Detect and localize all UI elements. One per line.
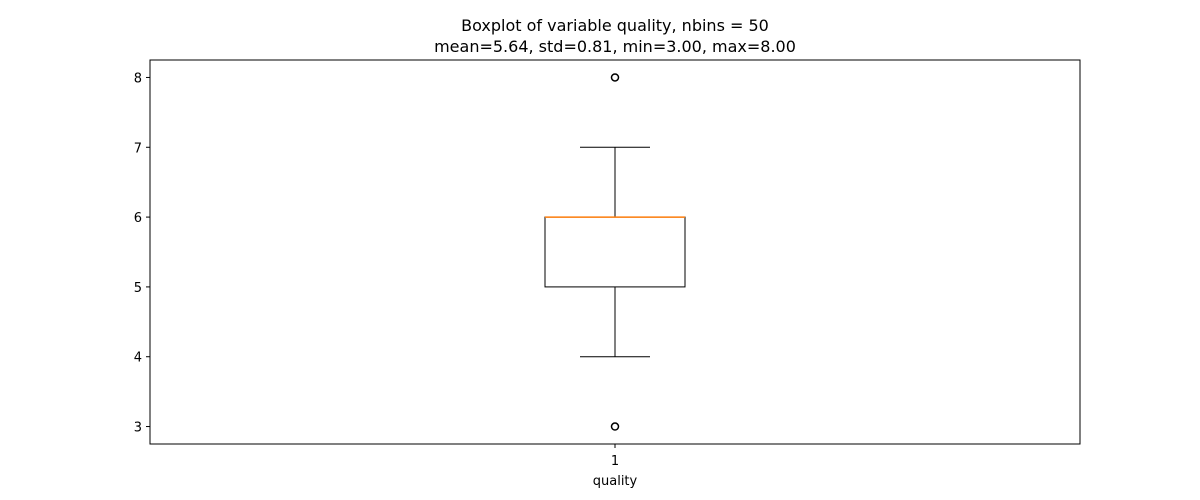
y-tick-label: 8: [134, 71, 142, 86]
y-tick-label: 7: [134, 141, 142, 156]
y-tick-label: 5: [134, 281, 142, 296]
y-axis: 3 4 5 6 7 8: [134, 71, 150, 436]
chart-subtitle: mean=5.64, std=0.81, min=3.00, max=8.00: [434, 37, 796, 56]
x-tick-label: 1: [611, 454, 619, 469]
plot-area-frame: [149, 59, 1081, 445]
y-tick-label: 3: [134, 421, 142, 436]
box-series: [544, 73, 686, 431]
y-tick-label: 4: [134, 351, 142, 366]
y-tick-label: 6: [134, 211, 142, 226]
iqr-box: [544, 216, 686, 288]
outlier-point: [610, 73, 620, 82]
x-axis: 1: [611, 444, 619, 469]
outlier-point: [610, 422, 620, 431]
x-axis-label: quality: [593, 474, 638, 489]
chart-title: Boxplot of variable quality, nbins = 50: [461, 16, 769, 35]
